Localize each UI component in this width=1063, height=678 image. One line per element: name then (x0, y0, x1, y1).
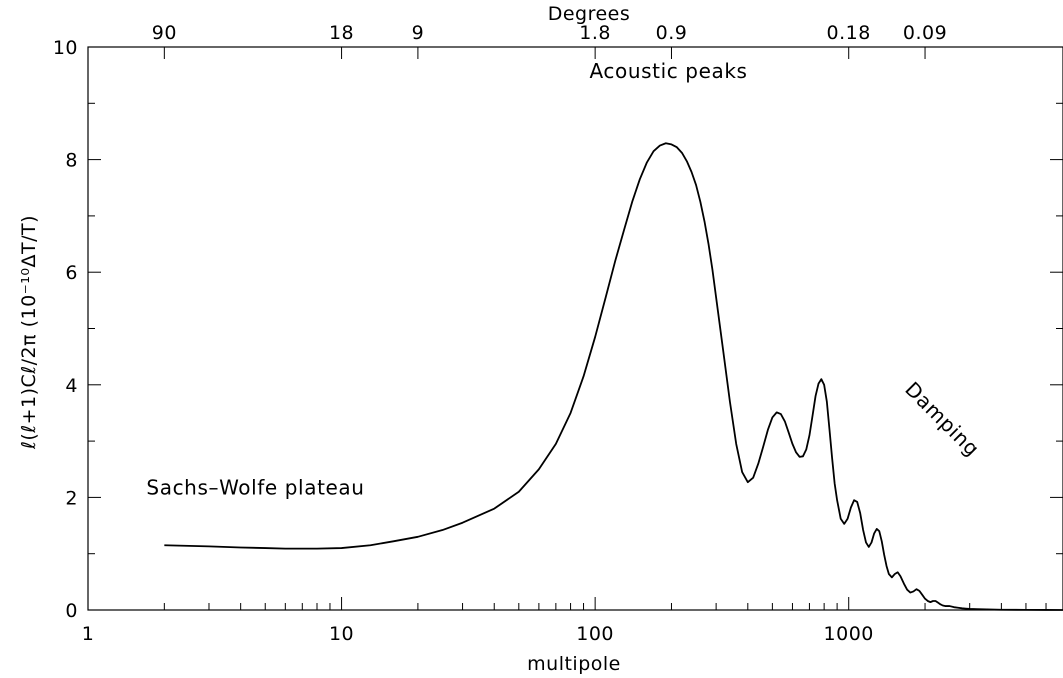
tick-labels: 1 10 100 1000 90 18 9 1.8 0.9 0.18 0.09 0 2 4 6 8 10 (53, 22, 947, 645)
power-spectrum-line (164, 142, 1063, 611)
y-tick-label: 10 (53, 37, 78, 59)
annotation-label: Damping (900, 377, 984, 461)
top-tick-label: 0.18 (827, 22, 871, 44)
top-tick-label: 0.09 (903, 22, 947, 44)
x-tick-label: 1 (82, 623, 95, 645)
plot-frame (87, 46, 1063, 611)
top-tick-label: 90 (152, 22, 177, 44)
x-tick-label: 1000 (824, 623, 874, 645)
y-tick-label: 4 (65, 375, 78, 397)
axis-ticks (87, 46, 1063, 611)
x-tick-label: 10 (329, 623, 354, 645)
x-axis-title: multipole (527, 653, 621, 675)
y-tick-label: 8 (65, 150, 78, 172)
annotation-label: Sachs–Wolfe plateau (146, 476, 364, 500)
top-tick-label: 9 (412, 22, 425, 44)
y-axis-title: ℓ(ℓ+1)Cℓ/2π (10⁻¹⁰ΔT/T) (18, 215, 40, 450)
top-tick-label: 18 (329, 22, 354, 44)
y-tick-label: 6 (65, 262, 78, 284)
y-tick-label: 2 (65, 487, 78, 509)
y-tick-label: 0 (65, 600, 78, 622)
x-tick-label: 100 (576, 623, 614, 645)
annotations: Sachs–Wolfe plateau Acoustic peaks Damping (146, 59, 984, 500)
top-tick-label: 1.8 (579, 22, 611, 44)
top-tick-label: 0.9 (656, 22, 688, 44)
top-axis-title: Degrees (548, 3, 631, 25)
annotation-label: Acoustic peaks (589, 59, 747, 83)
